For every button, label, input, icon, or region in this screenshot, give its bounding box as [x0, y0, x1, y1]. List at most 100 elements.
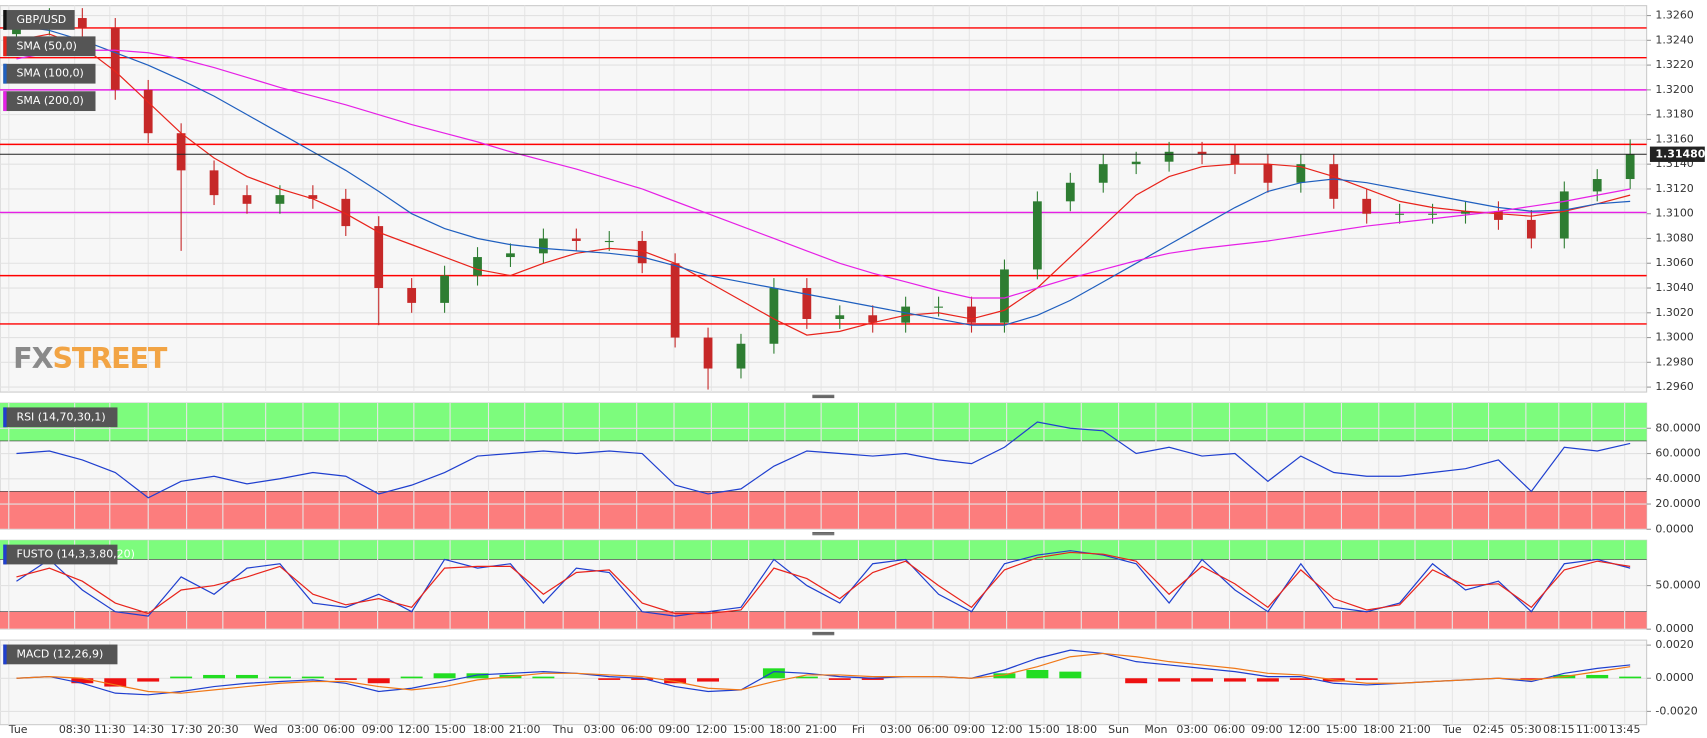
- x-tick-label: 06:00: [621, 723, 653, 736]
- x-tick-label: 20:30: [207, 723, 239, 736]
- histogram-bar: [137, 678, 160, 682]
- histogram-bar: [1355, 678, 1378, 680]
- panel-title: GBP/USD: [16, 13, 66, 26]
- series-line: [16, 652, 1631, 694]
- histogram-bar: [1256, 678, 1279, 682]
- x-tick-label: 15:00: [1028, 723, 1060, 736]
- x-tick-label: Mon: [1144, 723, 1167, 736]
- x-tick-label: 11:00: [1576, 723, 1608, 736]
- x-tick-label: 12:00: [398, 723, 430, 736]
- candle-body: [1395, 213, 1405, 215]
- histogram-bar: [104, 678, 127, 687]
- y-tick-label: 40.0000: [1655, 472, 1700, 485]
- legend-box: [3, 36, 96, 57]
- legend-box: [3, 91, 96, 112]
- histogram-bar: [433, 673, 456, 679]
- x-tick-label: 03:00: [1176, 723, 1208, 736]
- x-tick-label: 02:45: [1473, 723, 1505, 736]
- y-tick-label: 80.0000: [1655, 421, 1700, 434]
- x-tick-label: 11:30: [94, 723, 126, 736]
- x-tick-label: 15:00: [1326, 723, 1358, 736]
- x-tick-label: 15:00: [434, 723, 466, 736]
- candle-body: [110, 27, 120, 90]
- x-tick-label: 21:00: [805, 723, 837, 736]
- histogram-bar: [1125, 678, 1148, 684]
- y-tick-label: 0.0000: [1655, 522, 1693, 535]
- histogram-bar: [1520, 678, 1543, 680]
- candle-body: [143, 89, 153, 134]
- candle-body: [407, 288, 417, 303]
- title-box: [3, 407, 118, 428]
- y-tick-label: 1.3020: [1655, 306, 1693, 319]
- x-tick-label: 05:30: [1510, 723, 1542, 736]
- x-tick-label: 12:00: [696, 723, 728, 736]
- candle-body: [1000, 269, 1009, 323]
- title-box: [3, 544, 118, 565]
- panel-title: FUSTO (14,3,3,80,20): [16, 548, 134, 561]
- histogram-bar: [598, 678, 621, 680]
- candle-body: [1592, 179, 1602, 192]
- candle-body: [1329, 164, 1339, 199]
- y-tick-label: 1.3180: [1655, 108, 1693, 121]
- candle-body: [637, 240, 647, 264]
- histogram-bar: [334, 678, 357, 680]
- x-tick-label: Tue: [1442, 723, 1462, 736]
- y-tick-label: 1.3120: [1655, 182, 1693, 195]
- x-tick-label: 08:30: [59, 723, 91, 736]
- x-tick-label: 13:45: [1609, 723, 1641, 736]
- y-tick-label: 0.0020: [1655, 638, 1693, 651]
- histogram-bar: [203, 674, 226, 679]
- overbought-zone: [0, 403, 1647, 441]
- x-tick-label: Thu: [552, 723, 574, 736]
- candle-body: [1098, 164, 1108, 183]
- candle-body: [506, 253, 515, 258]
- candle-body: [374, 226, 384, 289]
- histogram-bar: [268, 676, 291, 679]
- histogram-bar: [466, 673, 489, 679]
- y-tick-label: 1.3040: [1655, 281, 1693, 294]
- panel-title: RSI (14,70,30,1): [16, 410, 105, 423]
- panel: [0, 639, 1648, 726]
- x-tick-label: 08:15: [1543, 723, 1575, 736]
- candle-body: [1461, 211, 1470, 214]
- histogram-bar: [400, 676, 423, 679]
- histogram-bar: [1158, 678, 1181, 682]
- y-tick-label: 1.2960: [1655, 380, 1693, 393]
- legend-label: SMA (200,0): [16, 94, 83, 107]
- candle-body: [176, 133, 186, 171]
- x-tick-label: 14:30: [132, 723, 164, 736]
- histogram-bar: [828, 678, 851, 680]
- candle-body: [209, 170, 219, 196]
- histogram-bar: [71, 678, 94, 684]
- legend-label: SMA (50,0): [16, 39, 76, 52]
- x-tick-label: Tue: [8, 723, 28, 736]
- x-tick-label: 21:00: [509, 723, 541, 736]
- candle-body: [1625, 154, 1635, 180]
- histogram-bar: [1059, 671, 1082, 679]
- series-line: [16, 421, 1631, 499]
- candle-body: [571, 238, 581, 241]
- y-tick-label: -0.0020: [1655, 704, 1697, 717]
- candle-body: [736, 343, 746, 369]
- histogram-bar: [664, 678, 687, 684]
- candle-body: [77, 18, 87, 28]
- candle-body: [1197, 151, 1207, 155]
- title-stripe: [3, 10, 7, 30]
- candle-body: [341, 198, 351, 227]
- overbought-zone: [0, 540, 1647, 560]
- y-tick-label: 50.0000: [1655, 579, 1700, 592]
- x-tick-label: 12:00: [991, 723, 1023, 736]
- candle-body: [1065, 182, 1075, 202]
- histogram-bar: [1586, 674, 1609, 679]
- y-tick-label: 1.3000: [1655, 331, 1693, 344]
- x-tick-label: 09:00: [362, 723, 394, 736]
- x-tick-label: 09:00: [658, 723, 690, 736]
- y-tick-label: 1.3100: [1655, 207, 1693, 220]
- x-tick-label: 06:00: [1214, 723, 1246, 736]
- candle-body: [835, 315, 845, 319]
- y-tick-label: 0.0000: [1655, 622, 1693, 635]
- series-line: [16, 24, 1631, 326]
- x-tick-label: 18:00: [473, 723, 505, 736]
- histogram-bar: [1191, 678, 1214, 682]
